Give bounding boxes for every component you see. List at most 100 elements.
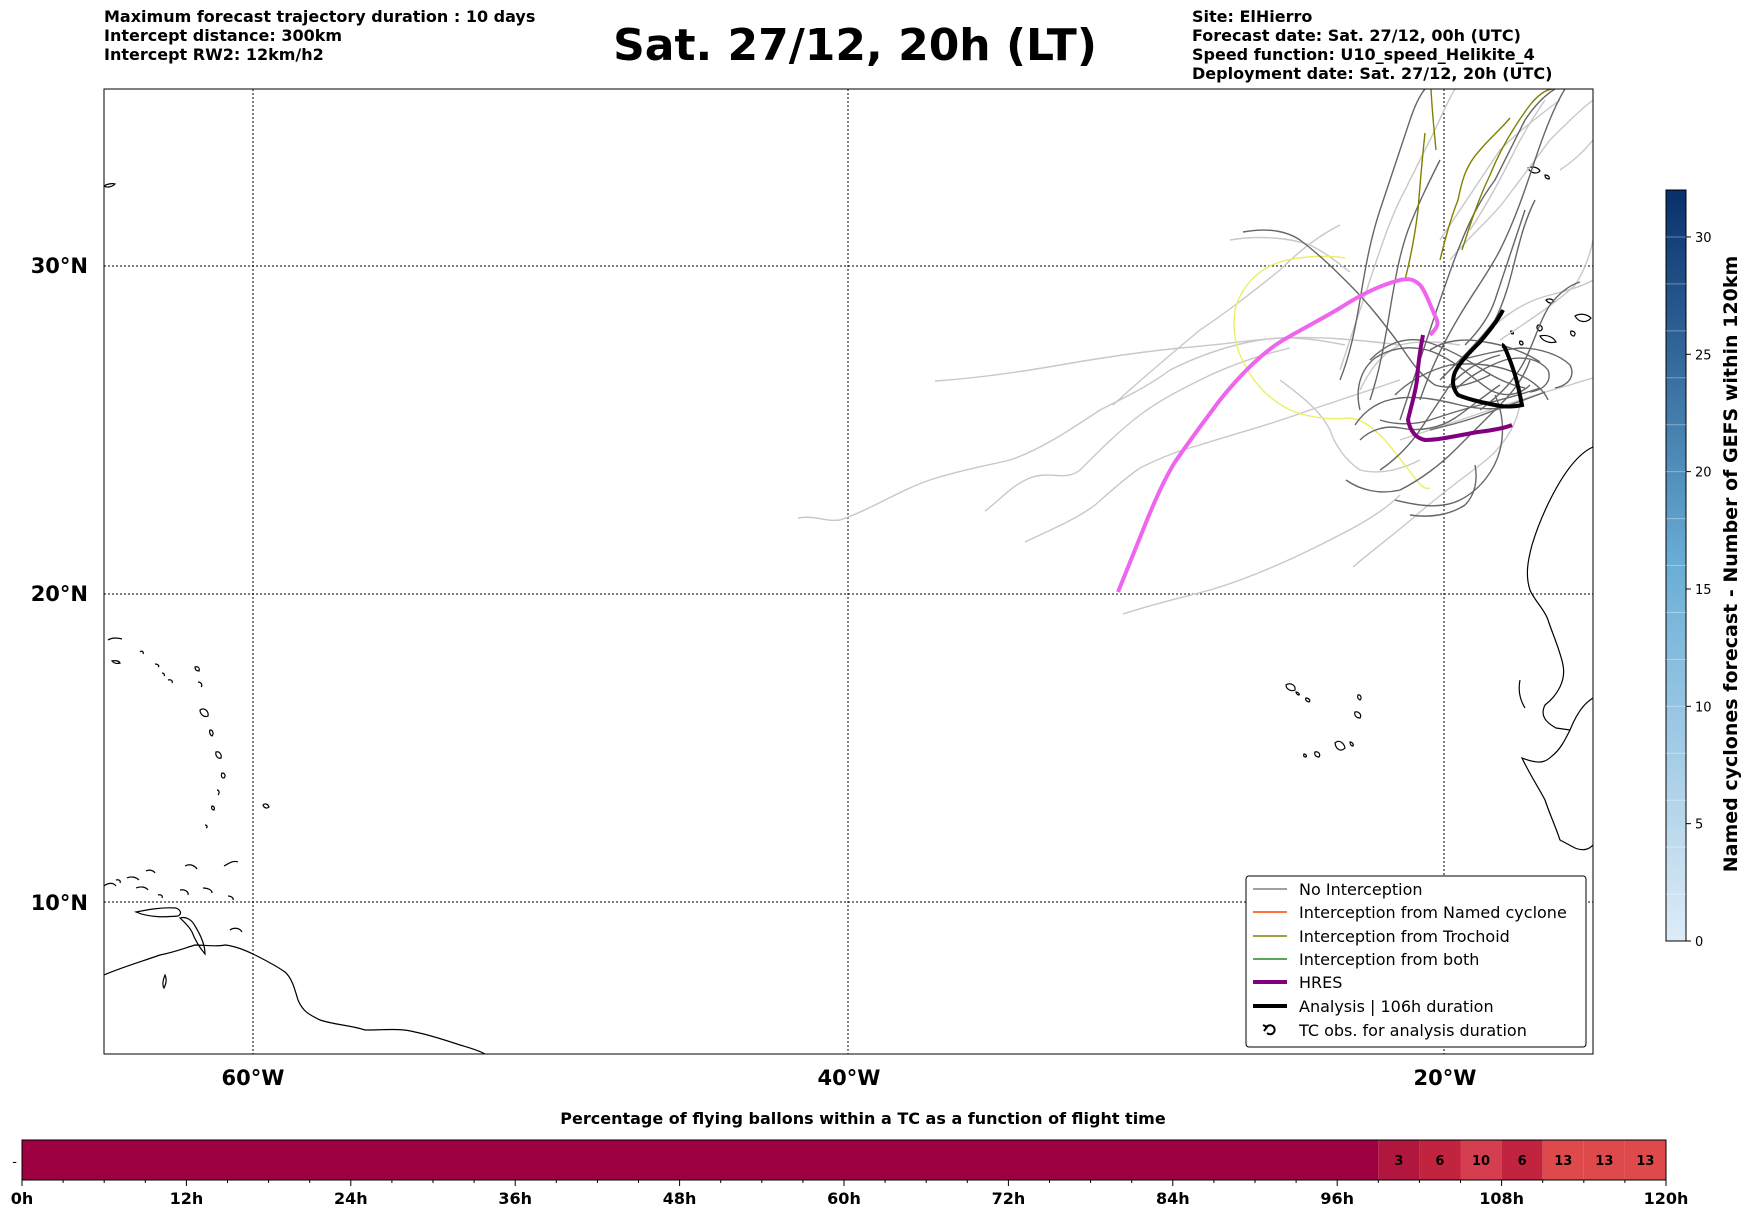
ensemble-light-track	[984, 347, 1291, 512]
lat-label-10n: 10°N	[31, 891, 88, 915]
ensemble-light-track	[1112, 224, 1341, 406]
colorbar-tick-label: 25	[1695, 348, 1712, 363]
ensemble-light-track	[1449, 99, 1593, 261]
legend-label-hres: HRES	[1299, 973, 1342, 992]
page-title: Sat. 27/12, 20h (LT)	[613, 20, 1097, 71]
ensemble-dark-track	[1454, 357, 1550, 393]
flight-bar-tick-label: 0h	[11, 1189, 34, 1208]
ensemble-dark-track	[1394, 363, 1549, 401]
flight-bar-cell-label: 6	[1518, 1154, 1527, 1169]
header-right: Site: ElHierro Forecast date: Sat. 27/12…	[1192, 7, 1552, 83]
coastlines	[104, 166, 1593, 1054]
flight-bar-tick-label: 120h	[1644, 1189, 1689, 1208]
south-america-coast	[104, 907, 486, 1054]
ensemble-dark-track	[1459, 347, 1573, 389]
ensemble-dark-track	[1369, 338, 1526, 389]
cyclone-symbol-icon	[1262, 1024, 1276, 1036]
flight-bar-cell-label: 3	[1394, 1154, 1403, 1169]
yellow-track	[1233, 255, 1431, 490]
ensemble-dark-track	[1379, 354, 1501, 471]
flight-bar-tick-label: 48h	[663, 1189, 697, 1208]
lon-label-60w: 60°W	[222, 1066, 285, 1090]
ensemble-dark-track	[1419, 89, 1566, 401]
flight-bar-cell-label: 6	[1435, 1154, 1444, 1169]
colorbar-gradient	[1665, 189, 1687, 942]
trochoid-track	[1461, 89, 1553, 251]
magenta-trajectory	[1116, 277, 1440, 593]
legend: No Interception Interception from Named …	[1245, 875, 1587, 1048]
max-duration-text: Maximum forecast trajectory duration : 1…	[104, 7, 536, 26]
legend-label-named-cyclone: Interception from Named cyclone	[1299, 903, 1567, 922]
ensemble-dark-track	[1369, 159, 1441, 401]
ensemble-light-track	[1559, 139, 1593, 171]
legend-label-tc-obs: TC obs. for analysis duration	[1298, 1021, 1527, 1040]
flight-time-bar: Percentage of flying ballons within a TC…	[11, 1109, 1689, 1208]
legend-label-no-interception: No Interception	[1299, 880, 1423, 899]
colorbar-tick-label: 10	[1695, 700, 1712, 715]
legend-label-both: Interception from both	[1299, 950, 1479, 969]
flight-bar-cell	[1583, 1140, 1625, 1180]
ensemble-dark-track	[1354, 396, 1521, 426]
header-left: Maximum forecast trajectory duration : 1…	[104, 7, 535, 64]
ensemble-dark-track	[1429, 391, 1546, 431]
legend-entry-trochoid: Interception from Trochoid	[1253, 927, 1510, 946]
ensemble-light-track	[1499, 239, 1593, 341]
lon-label-40w: 40°W	[818, 1066, 881, 1090]
lesser-antilles	[104, 183, 270, 901]
colorbar-label: Named cyclones forecast - Number of GEFS…	[1720, 256, 1742, 873]
map-panel[interactable]: No Interception Interception from Named …	[103, 88, 1594, 1055]
trochoid-track	[1439, 117, 1511, 261]
flight-bar-cell	[1460, 1140, 1502, 1180]
flight-bar-cell	[1419, 1140, 1461, 1180]
flight-bar-cell	[1501, 1140, 1543, 1180]
analysis-trajectory	[1451, 309, 1525, 409]
legend-entry-named-cyclone: Interception from Named cyclone	[1253, 903, 1567, 922]
legend-entry-analysis: Analysis | 106h duration	[1253, 997, 1494, 1016]
trochoid-track	[1430, 89, 1437, 151]
west-africa-bulge	[1518, 440, 1593, 709]
flight-bar-tick-label: 24h	[334, 1189, 368, 1208]
map-frame	[103, 88, 1594, 1055]
intercept-rw2-text: Intercept RW2: 12km/h2	[104, 45, 324, 64]
flight-bar-tick-label: 60h	[827, 1189, 861, 1208]
ensemble-light-track	[1439, 99, 1561, 241]
ensemble-light-track	[1339, 89, 1456, 371]
flight-bar-ticks: 0h 12h 24h 36h 48h 60h 72h 84h 96h 108h 120h	[11, 1180, 1689, 1208]
ensemble-light-track	[797, 337, 1346, 522]
legend-entry-hres: HRES	[1253, 973, 1342, 992]
deployment-date-text: Deployment date: Sat. 27/12, 20h (UTC)	[1192, 64, 1553, 83]
ensemble-light-track	[1352, 404, 1521, 568]
colorbar-ticks: 0 5 10 15 20 25 30	[1686, 231, 1712, 950]
flight-bar-title: Percentage of flying ballons within a TC…	[560, 1109, 1166, 1128]
legend-entry-both: Interception from both	[1253, 950, 1479, 969]
flight-bar-tick-label: 96h	[1320, 1189, 1354, 1208]
colorbar: 0 5 10 15 20 25 30 Named cyclones forecast - N…	[1665, 189, 1742, 950]
ensemble-light-track	[934, 336, 1401, 382]
ensemble-light-track	[1489, 279, 1593, 331]
lon-label-20w: 20°W	[1414, 1066, 1477, 1090]
flight-bar-cell-label: 13	[1595, 1154, 1613, 1169]
flight-bar-ytick: -	[12, 1155, 17, 1170]
flight-bar-cell-label: 13	[1554, 1154, 1572, 1169]
colorbar-tick-label: 0	[1695, 935, 1703, 950]
ensemble-dark-track	[1357, 347, 1531, 411]
ensemble-dark-track	[1242, 229, 1491, 388]
ensemble-dark-track	[1339, 89, 1426, 381]
ensemble-light-track	[1399, 377, 1593, 441]
flight-bar-cell	[1624, 1140, 1666, 1180]
colorbar-tick-label: 15	[1695, 583, 1712, 598]
trochoid-trajectories	[1404, 89, 1553, 281]
africa-coast	[1520, 446, 1593, 851]
legend-label-analysis: Analysis | 106h duration	[1299, 997, 1494, 1016]
legend-entry-no-interception: No Interception	[1253, 880, 1423, 899]
ensemble-dark-track	[1429, 339, 1541, 363]
lat-label-30n: 30°N	[31, 254, 88, 278]
ensemble-dark-track	[1379, 387, 1541, 425]
hres-trajectory	[1405, 334, 1513, 443]
legend-frame	[1245, 875, 1587, 1048]
colorbar-tick-label: 5	[1695, 818, 1703, 833]
ensemble-light-track	[1229, 236, 1351, 273]
ensemble-light-track	[1122, 494, 1401, 615]
trochoid-track	[1404, 132, 1426, 281]
colorbar-tick-label: 20	[1695, 466, 1712, 481]
